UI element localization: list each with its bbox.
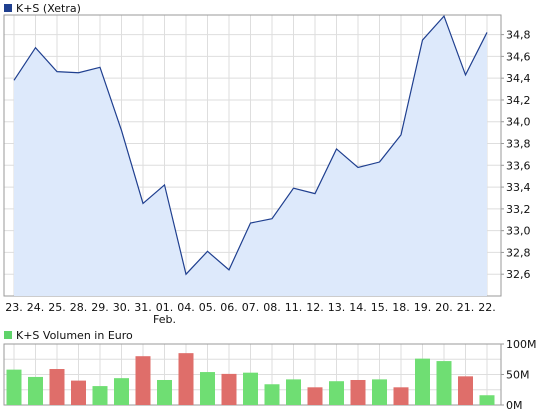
x-tick-label: 21. — [457, 301, 475, 314]
volume-bar — [157, 379, 172, 405]
x-tick-label: 05. — [199, 301, 217, 314]
price-y-tick-label: 32,8 — [506, 246, 531, 259]
price-y-tick-label: 33,6 — [506, 159, 531, 172]
x-tick-label: 04. — [177, 301, 195, 314]
volume-bar — [393, 387, 409, 405]
volume-bar — [114, 378, 129, 405]
price-y-tick-label: 33,8 — [506, 138, 531, 151]
x-tick-label: 14. — [349, 301, 367, 314]
volume-bar — [264, 384, 280, 405]
price-area — [14, 16, 487, 297]
x-tick-label: 15. — [371, 301, 389, 314]
volume-bar — [135, 356, 151, 405]
price-line — [13, 14, 488, 276]
price-y-axis: 32,6 32,8 33,0 33,2 33,4 33,6 33,8 34,0 34,2 34,4… — [501, 29, 531, 281]
x-tick-label: 23. — [5, 301, 23, 314]
x-tick-label: 22. — [478, 301, 496, 314]
price-y-tick-label: 34,6 — [506, 50, 531, 63]
price-y-tick-label: 34,2 — [506, 94, 531, 107]
x-tick-label: 06. — [220, 301, 238, 314]
price-y-tick-label: 34,4 — [506, 72, 531, 85]
volume-bar — [243, 372, 258, 405]
volume-bar — [28, 376, 43, 405]
volume-bar — [329, 381, 344, 405]
price-y-tick-label: 32,6 — [506, 268, 531, 281]
volume-y-axis: 0M 50M 100M — [501, 338, 537, 412]
volume-bar — [49, 369, 65, 405]
x-tick-label: 01. — [156, 301, 174, 314]
x-month-label: Feb. — [153, 313, 176, 326]
volume-bar — [286, 379, 301, 405]
x-tick-label: 25. — [48, 301, 66, 314]
price-y-tick-label: 34,8 — [506, 29, 531, 42]
volume-bar — [436, 361, 452, 405]
volume-y-tick-label: 100M — [506, 338, 537, 351]
x-tick-label: 08. — [263, 301, 281, 314]
volume-y-tick-label: 50M — [506, 369, 530, 382]
x-tick-label: 18. — [392, 301, 410, 314]
volume-bar — [200, 372, 215, 405]
x-tick-label: 20. — [435, 301, 453, 314]
price-y-tick-label: 34,0 — [506, 116, 531, 129]
volume-bar — [6, 369, 22, 405]
price-legend-label: K+S (Xetra) — [16, 2, 81, 15]
volume-bar — [415, 358, 430, 405]
volume-bar — [372, 379, 387, 405]
volume-bar — [178, 353, 194, 405]
price-y-tick-label: 33,2 — [506, 203, 531, 216]
x-tick-label: 24. — [27, 301, 45, 314]
x-tick-label: 07. — [242, 301, 260, 314]
volume-bar — [221, 373, 237, 405]
x-tick-label: 19. — [414, 301, 432, 314]
volume-legend-label: K+S Volumen in Euro — [16, 329, 133, 342]
volume-bars — [6, 353, 495, 405]
price-y-tick-label: 33,4 — [506, 181, 531, 194]
price-legend-swatch — [4, 4, 12, 12]
volume-bar — [350, 379, 366, 405]
x-tick-label: 11. — [285, 301, 303, 314]
volume-bar — [92, 386, 108, 405]
volume-bar — [307, 387, 323, 405]
x-tick-label: 28. — [70, 301, 88, 314]
price-x-axis: 23. 24. 25. 28. 29. 30. 31. 01. 04. 05. 06. 07. 08. 1… — [5, 301, 496, 326]
volume-bar — [479, 395, 495, 405]
x-tick-label: 29. — [91, 301, 109, 314]
x-tick-label: 30. — [113, 301, 131, 314]
x-tick-label: 13. — [328, 301, 346, 314]
x-tick-label: 12. — [306, 301, 324, 314]
volume-y-tick-label: 0M — [506, 399, 523, 412]
volume-bar — [71, 380, 86, 405]
volume-bar — [458, 376, 473, 405]
volume-legend-swatch — [4, 331, 12, 339]
x-tick-label: 31. — [134, 301, 152, 314]
price-y-tick-label: 33,0 — [506, 225, 531, 238]
